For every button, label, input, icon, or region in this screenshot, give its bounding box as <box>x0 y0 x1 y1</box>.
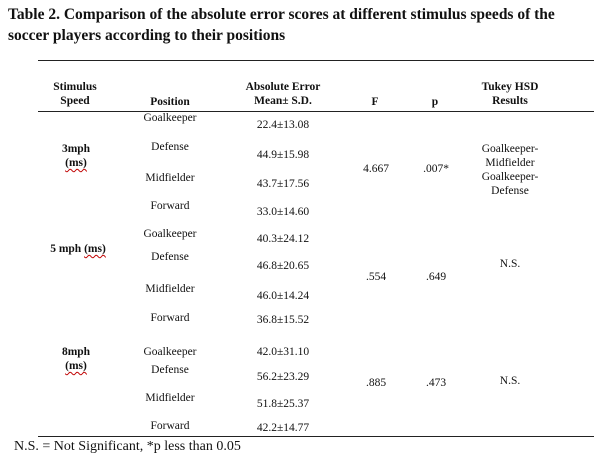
header-position: Position <box>150 96 190 108</box>
mean-sd-cell: 43.7±17.56 <box>256 178 310 190</box>
position-cell: Goalkeeper <box>143 346 197 358</box>
f-value-3mph: 4.667 <box>363 163 389 175</box>
header-p: p <box>431 96 439 108</box>
bottom-rule <box>38 436 594 437</box>
position-cell: Forward <box>150 420 190 432</box>
position-cell: Forward <box>150 312 190 324</box>
mean-sd-cell: 36.8±15.52 <box>256 314 310 326</box>
footnote: N.S. = Not Significant, *p less than 0.0… <box>14 439 241 454</box>
speed-label-3mph: 3mph (ms) <box>61 143 91 169</box>
tukey-result-3mph: Goalkeeper- Midfielder Goalkeeper- Defen… <box>481 143 539 197</box>
position-cell: Goalkeeper <box>143 112 197 124</box>
mean-sd-cell: 46.0±14.24 <box>256 290 310 302</box>
header-rule <box>38 111 594 112</box>
table-title: Table 2. Comparison of the absolute erro… <box>8 6 555 44</box>
position-cell: Defense <box>151 364 189 376</box>
position-cell: Midfielder <box>145 392 195 404</box>
header-stimulus-speed: Stimulus Speed <box>53 81 97 107</box>
mean-sd-cell: 33.0±14.60 <box>256 206 310 218</box>
position-cell: Defense <box>151 251 189 263</box>
speed-label-5mph: 5 mph (ms) <box>50 243 106 255</box>
p-value-5mph: .649 <box>425 271 447 283</box>
position-cell: Defense <box>151 141 189 153</box>
position-cell: Goalkeeper <box>143 228 197 240</box>
position-cell: Midfielder <box>145 283 195 295</box>
p-value-8mph: .473 <box>425 377 447 389</box>
mean-sd-cell: 22.4±13.08 <box>256 119 310 131</box>
header-absolute-error: Absolute Error Mean± S.D. <box>245 81 321 107</box>
header-tukey: Tukey HSD Results <box>481 81 539 107</box>
mean-sd-cell: 42.0±31.10 <box>256 346 310 358</box>
tukey-result-8mph: N.S. <box>499 375 521 387</box>
mean-sd-cell: 46.8±20.65 <box>256 260 310 272</box>
p-value-3mph: .007* <box>423 163 449 175</box>
header-f: F <box>371 96 379 108</box>
tukey-result-5mph: N.S. <box>499 258 521 270</box>
f-value-5mph: .554 <box>365 271 387 283</box>
mean-sd-cell: 51.8±25.37 <box>256 398 310 410</box>
f-value-8mph: .885 <box>365 377 387 389</box>
mean-sd-cell: 42.2±14.77 <box>256 422 310 434</box>
speed-label-8mph: 8mph (ms) <box>61 346 91 372</box>
mean-sd-cell: 40.3±24.12 <box>256 233 310 245</box>
mean-sd-cell: 44.9±15.98 <box>256 149 310 161</box>
position-cell: Midfielder <box>145 172 195 184</box>
mean-sd-cell: 56.2±23.29 <box>256 371 310 383</box>
position-cell: Forward <box>150 200 190 212</box>
top-rule <box>38 60 594 61</box>
